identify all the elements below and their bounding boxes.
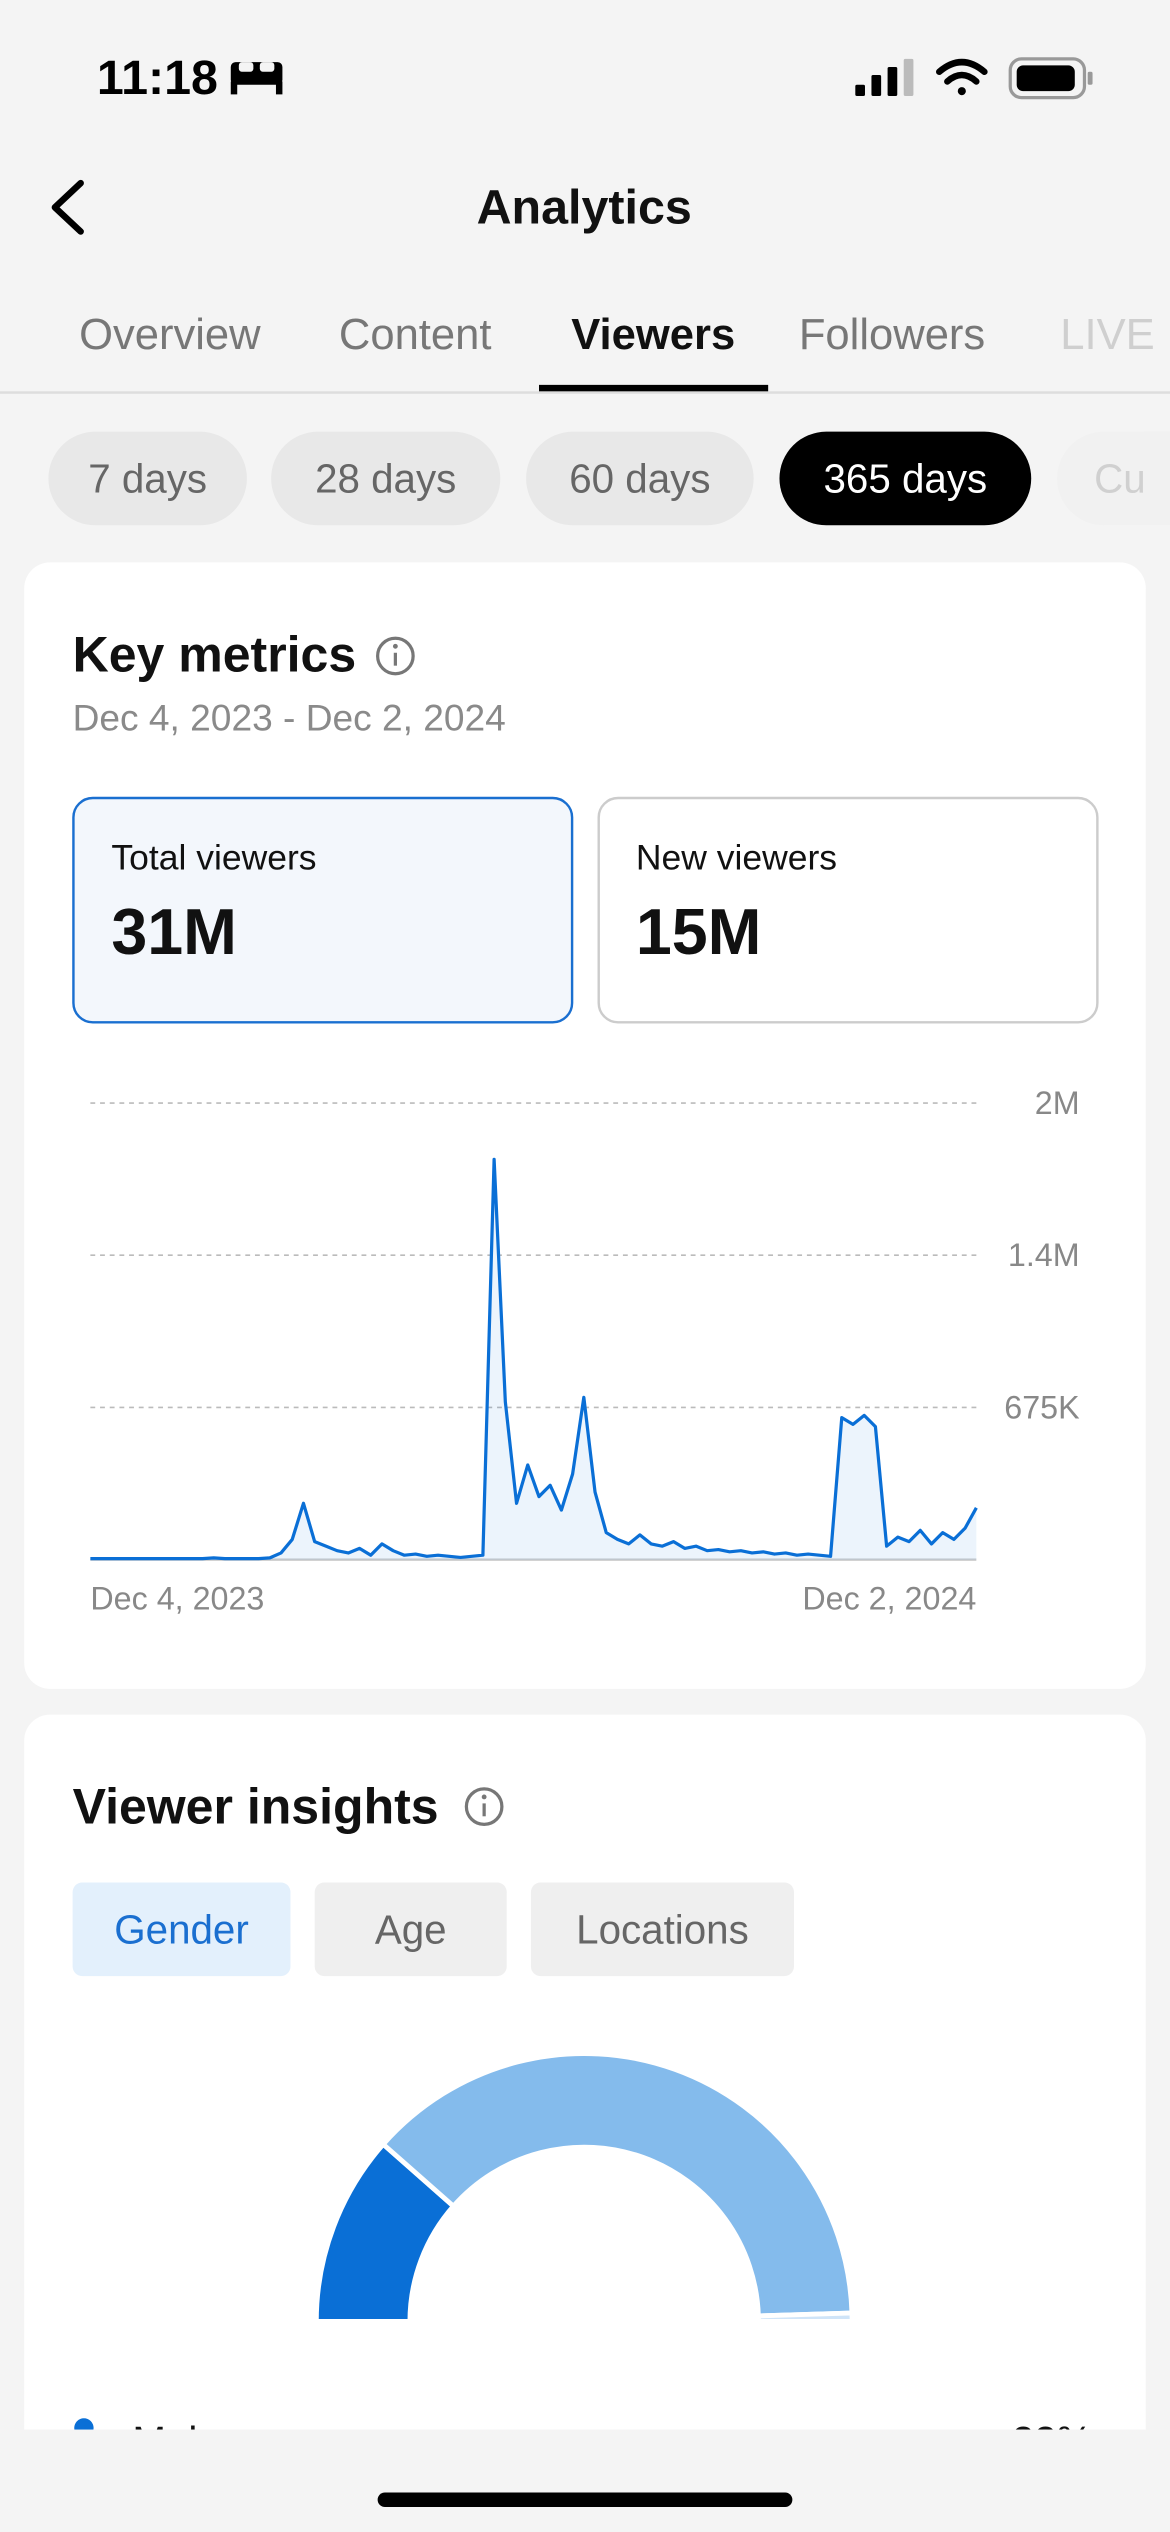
insight-tab[interactable] bbox=[530, 1882, 794, 1977]
donut-segment bbox=[379, 2051, 855, 2319]
section-title: Viewer insights bbox=[73, 1779, 439, 1835]
range-pill[interactable] bbox=[779, 431, 1032, 526]
insight-tab-label[interactable]: Age bbox=[375, 1906, 447, 1952]
range-pills: 7 days 28 days 60 days 365 days Cu bbox=[48, 431, 1170, 526]
battery-icon bbox=[1008, 57, 1093, 100]
info-icon[interactable] bbox=[464, 1787, 504, 1826]
date-range: Dec 4, 2023 - Dec 2, 2024 bbox=[73, 696, 506, 738]
x-tick-label: Dec 2, 2024 bbox=[802, 1580, 976, 1616]
y-tick-label: 2M bbox=[1035, 1085, 1080, 1121]
tab-indicator bbox=[539, 384, 769, 392]
range-pill[interactable] bbox=[48, 431, 247, 526]
page-title: Analytics bbox=[477, 180, 692, 234]
metric-value: 15M bbox=[636, 896, 762, 968]
range-pill[interactable] bbox=[271, 431, 501, 526]
tab[interactable]: Viewers bbox=[571, 311, 735, 359]
tab[interactable]: LIVE bbox=[1060, 311, 1154, 359]
range-label[interactable]: 60 days bbox=[569, 455, 710, 501]
range-label[interactable]: 28 days bbox=[315, 455, 456, 501]
range-pill[interactable] bbox=[1057, 431, 1170, 526]
line-chart: 675K 1.4M 2M Dec 4, 2023 Dec 2, 2024 bbox=[90, 1085, 1080, 1616]
tab[interactable]: Overview bbox=[79, 311, 261, 359]
info-icon[interactable] bbox=[376, 636, 415, 676]
insight-tab[interactable] bbox=[314, 1882, 507, 1977]
y-tick-label: 675K bbox=[1004, 1389, 1080, 1425]
home-indicator bbox=[377, 2492, 793, 2508]
tab[interactable]: Content bbox=[339, 311, 492, 359]
y-tick-label: 1.4M bbox=[1008, 1237, 1080, 1273]
metric-value: 31M bbox=[111, 896, 237, 968]
tabs: Overview Content Viewers Followers LIVE bbox=[79, 311, 1155, 359]
metric-label: New viewers bbox=[636, 838, 837, 878]
x-tick-label: Dec 4, 2023 bbox=[90, 1580, 264, 1616]
back-button[interactable] bbox=[51, 179, 84, 235]
wifi-icon bbox=[935, 58, 988, 96]
metric-card-selected[interactable] bbox=[72, 796, 574, 1024]
range-label[interactable]: Cu bbox=[1094, 455, 1146, 501]
insight-tabs: Gender Age Locations bbox=[72, 1882, 794, 1977]
insight-tab-label[interactable]: Locations bbox=[576, 1906, 749, 1952]
range-label[interactable]: 7 days bbox=[88, 455, 207, 501]
donut-segment bbox=[755, 2310, 855, 2324]
section-title: Key metrics bbox=[73, 626, 357, 682]
status-time: 11:18 bbox=[97, 51, 218, 105]
signal-icon bbox=[855, 58, 914, 96]
metric-label: Total viewers bbox=[111, 838, 316, 878]
insight-tab-label[interactable]: Gender bbox=[114, 1906, 249, 1952]
bed-icon bbox=[230, 62, 283, 95]
insight-tab[interactable] bbox=[72, 1882, 291, 1977]
metric-card[interactable] bbox=[597, 796, 1099, 1024]
range-label[interactable]: 365 days bbox=[823, 455, 987, 501]
bottom-bar bbox=[0, 2429, 1170, 2532]
line bbox=[90, 1157, 978, 1561]
range-pill[interactable] bbox=[526, 431, 754, 526]
tab-divider bbox=[0, 391, 1170, 394]
tab[interactable]: Followers bbox=[799, 311, 985, 359]
